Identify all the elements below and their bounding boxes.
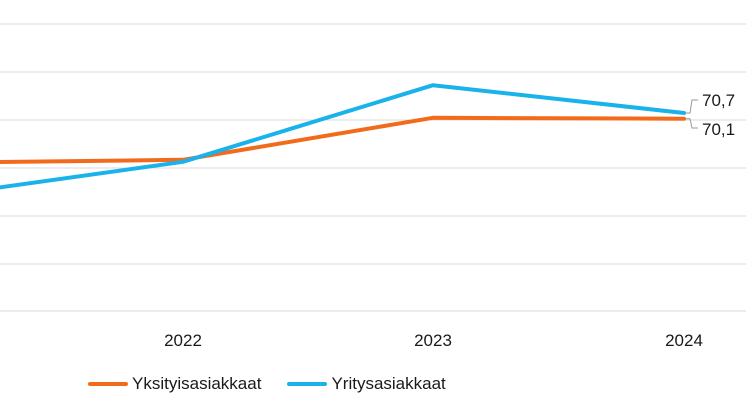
- end-label-connector: [686, 118, 698, 129]
- series-line-yksityisasiakkaat: [0, 115, 686, 164]
- x-tick-label: 2022: [164, 331, 202, 350]
- legend-swatch-orange: [88, 382, 128, 386]
- end-value-labels: 70,7 70,1: [686, 91, 735, 139]
- line-chart: 2022 2023 2024 70,7 70,1: [0, 23, 746, 350]
- legend-label: Yksityisasiakkaat: [132, 374, 262, 393]
- legend-item-yritysasiakkaat: Yritysasiakkaat: [287, 374, 446, 394]
- end-value-label: 70,1: [702, 120, 735, 139]
- gridlines: [0, 23, 746, 312]
- end-label-connector: [686, 99, 698, 114]
- x-axis-tick-labels: 2022 2023 2024: [164, 331, 703, 350]
- legend-swatch-blue: [287, 382, 328, 386]
- legend-item-yksityisasiakkaat: Yksityisasiakkaat: [88, 374, 261, 394]
- series-lines: [0, 83, 686, 190]
- x-tick-label: 2023: [414, 331, 452, 350]
- series-line-yritysasiakkaat: [0, 83, 686, 190]
- end-value-label: 70,7: [702, 91, 735, 110]
- legend-label: Yritysasiakkaat: [331, 374, 446, 393]
- x-tick-label: 2024: [665, 331, 703, 350]
- legend: Yksityisasiakkaat Yritysasiakkaat: [88, 374, 472, 394]
